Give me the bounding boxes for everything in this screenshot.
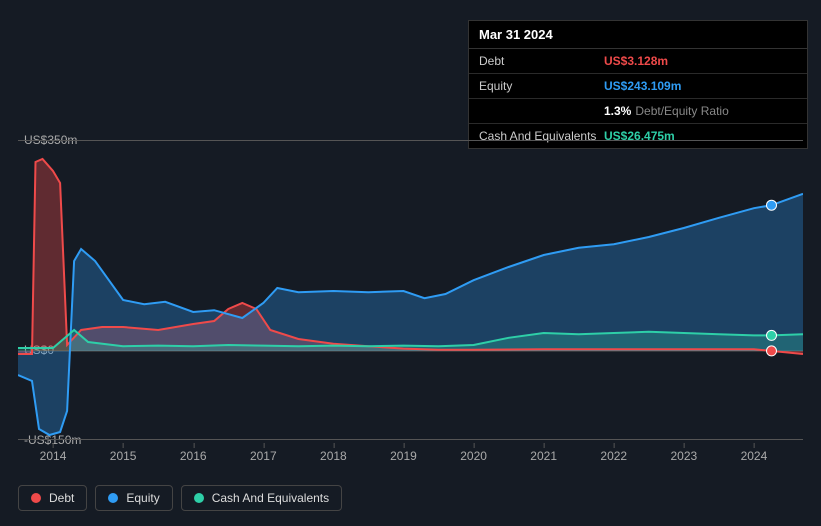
x-axis-tick: 2014 (40, 449, 67, 463)
tooltip-date: Mar 31 2024 (469, 21, 807, 49)
tooltip-row: 1.3%Debt/Equity Ratio (469, 99, 807, 124)
legend-dot-icon (194, 493, 204, 503)
tooltip-label: Equity (479, 79, 604, 93)
tooltip-value: US$3.128m (604, 54, 668, 68)
x-axis-tick: 2019 (390, 449, 417, 463)
tooltip-row: EquityUS$243.109m (469, 74, 807, 99)
legend-item[interactable]: Debt (18, 485, 87, 511)
legend-item[interactable]: Equity (95, 485, 172, 511)
tooltip-value: US$243.109m (604, 79, 681, 93)
x-axis-tick: 2015 (110, 449, 137, 463)
legend-label: Equity (126, 491, 159, 505)
tooltip-sublabel: Debt/Equity Ratio (635, 104, 728, 118)
x-axis-tick: 2018 (320, 449, 347, 463)
legend-dot-icon (108, 493, 118, 503)
x-axis-tick: 2024 (741, 449, 768, 463)
x-axis-tick: 2021 (530, 449, 557, 463)
series-marker (767, 330, 777, 340)
series-fill (18, 194, 803, 435)
series-marker (767, 200, 777, 210)
x-axis-tick: 2020 (460, 449, 487, 463)
tooltip-row: DebtUS$3.128m (469, 49, 807, 74)
x-axis: 2014 2015 2016 2017 2018 2019 2020 2021 2022 2023… (18, 445, 803, 475)
x-axis-tick: 2017 (250, 449, 277, 463)
tooltip-value: 1.3%Debt/Equity Ratio (604, 104, 729, 118)
tooltip-label: Debt (479, 54, 604, 68)
x-axis-tick: 2023 (670, 449, 697, 463)
series-marker (767, 346, 777, 356)
legend-label: Debt (49, 491, 74, 505)
legend-item[interactable]: Cash And Equivalents (181, 485, 342, 511)
tooltip-panel: Mar 31 2024 DebtUS$3.128mEquityUS$243.10… (468, 20, 808, 149)
x-axis-tick: 2016 (180, 449, 207, 463)
x-axis-tick: 2022 (600, 449, 627, 463)
plot-area[interactable] (18, 140, 803, 440)
tooltip-label (479, 104, 604, 118)
legend-dot-icon (31, 493, 41, 503)
legend: Debt Equity Cash And Equivalents (18, 485, 342, 511)
legend-label: Cash And Equivalents (212, 491, 329, 505)
